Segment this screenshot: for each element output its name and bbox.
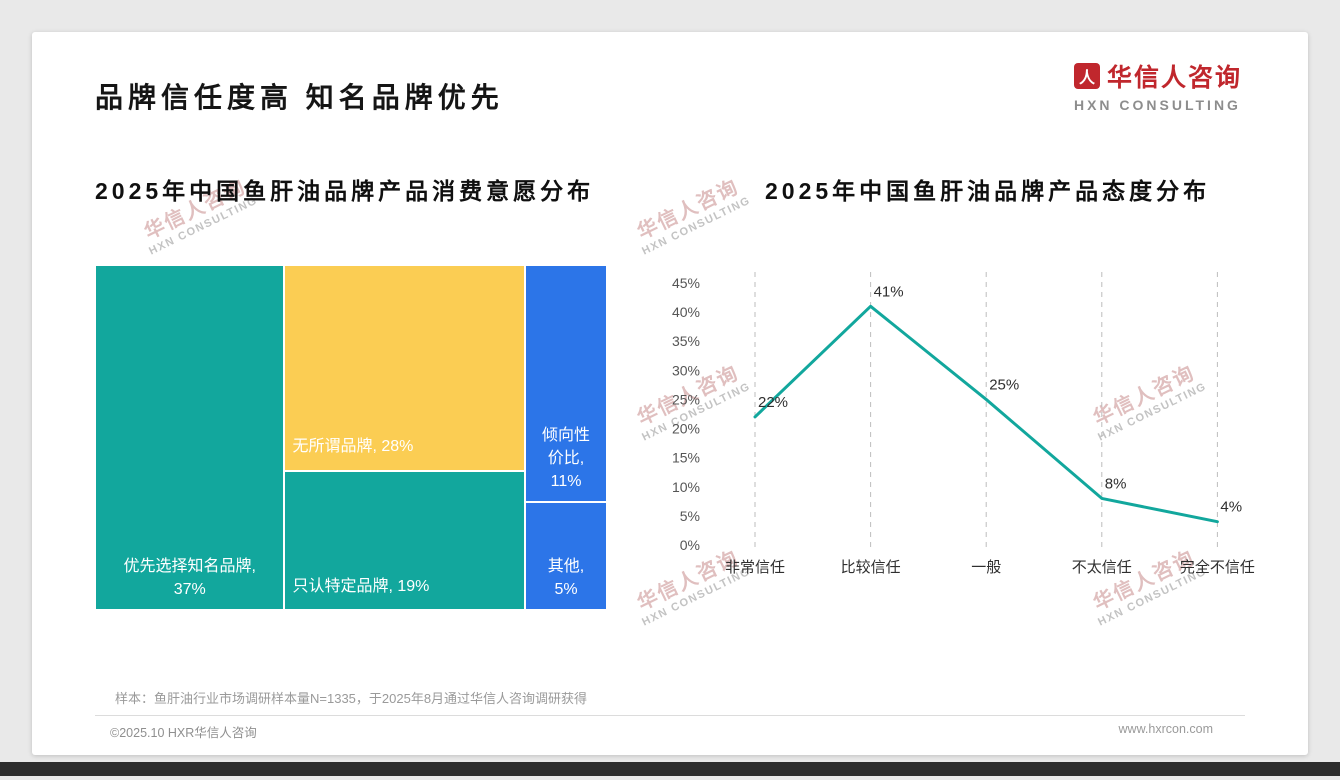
point-label: 41% bbox=[874, 283, 904, 300]
company-logo: 人 华信人咨询 HXN CONSULTING bbox=[1073, 58, 1242, 113]
treemap-block-label: 倾向性 bbox=[542, 426, 591, 444]
x-category-label: 完全不信任 bbox=[1180, 558, 1255, 576]
treemap-chart: 优先选择知名品牌, 37% 无所谓品牌, 28% 只认特定品牌, 19% 倾向性价比, 1… bbox=[95, 265, 607, 610]
treemap-block-label: 无所谓品牌, 28% bbox=[292, 438, 414, 456]
treemap-block-3: 只认特定品牌, 19% bbox=[284, 470, 526, 610]
slide-card: 华信人咨询 HXN CONSULTING 华信人咨询 HXN CONSULTING 华信… bbox=[32, 32, 1308, 755]
footer-copyright: ©2025.10 HXR华信人咨询 bbox=[110, 726, 257, 740]
treemap-block-label: 价比, bbox=[547, 449, 585, 467]
logo-person-icon: 人 bbox=[1073, 63, 1100, 89]
footer-divider bbox=[95, 715, 1245, 716]
treemap-block-4: 倾向性价比, 11% bbox=[525, 265, 607, 503]
y-tick-label: 40% bbox=[672, 304, 700, 320]
y-tick-label: 10% bbox=[672, 479, 700, 495]
page-title: 品牌信任度高 知名品牌优先 bbox=[95, 82, 504, 113]
x-category-label: 不太信任 bbox=[1072, 559, 1132, 576]
point-label: 22% bbox=[758, 394, 788, 411]
line-chart: 0% 5% 10% 15% 20% 25% 30% 35% 40% 45% 非常信任 比较信任 一般 不太… bbox=[672, 272, 1255, 576]
y-tick-label: 45% bbox=[672, 275, 700, 291]
logo-name-cn: 华信人咨询 bbox=[1106, 64, 1242, 92]
y-tick-label: 25% bbox=[672, 391, 700, 407]
treemap-block-2: 无所谓品牌, 28% bbox=[284, 265, 526, 471]
bottom-strip bbox=[0, 762, 1340, 776]
x-category-label: 一般 bbox=[971, 559, 1001, 576]
logo-top-row: 人 华信人咨询 bbox=[1073, 58, 1242, 94]
treemap-block-label: 5% bbox=[554, 580, 578, 598]
sample-note: 样本：鱼肝油行业市场调研样本量N=1335，于2025年8月通过华信人咨询调研获… bbox=[115, 691, 588, 706]
x-category-label: 非常信任 bbox=[725, 559, 785, 576]
line-chart-title: 2025年中国鱼肝油品牌产品态度分布 bbox=[765, 178, 1211, 204]
treemap-block-label: 37% bbox=[173, 580, 206, 598]
y-tick-label: 35% bbox=[672, 333, 700, 349]
y-tick-label: 30% bbox=[672, 362, 700, 378]
treemap-block-5: 其他, 5% bbox=[525, 502, 607, 610]
treemap-block-label: 优先选择知名品牌, bbox=[123, 557, 256, 575]
point-label: 8% bbox=[1105, 475, 1127, 492]
y-tick-label: 20% bbox=[672, 421, 700, 437]
point-label: 25% bbox=[989, 376, 1019, 393]
treemap-block-1: 优先选择知名品牌, 37% bbox=[95, 265, 285, 610]
treemap-chart-title: 2025年中国鱼肝油品牌产品消费意愿分布 bbox=[95, 178, 595, 204]
treemap-block-label: 11% bbox=[550, 473, 582, 490]
y-tick-label: 0% bbox=[680, 537, 700, 553]
footer-website: www.hxrcon.com bbox=[1118, 722, 1213, 736]
point-label: 4% bbox=[1220, 499, 1242, 516]
treemap-block-label: 其他, bbox=[547, 557, 585, 575]
watermark: 华信人咨询 HXN CONSULTING bbox=[634, 175, 753, 258]
treemap-block-label: 只认特定品牌, 19% bbox=[292, 577, 430, 595]
y-tick-label: 15% bbox=[672, 450, 700, 466]
logo-name-en: HXN CONSULTING bbox=[1073, 97, 1241, 113]
trend-line bbox=[753, 304, 1219, 524]
y-tick-label: 5% bbox=[680, 508, 700, 524]
x-category-label: 比较信任 bbox=[841, 558, 901, 576]
